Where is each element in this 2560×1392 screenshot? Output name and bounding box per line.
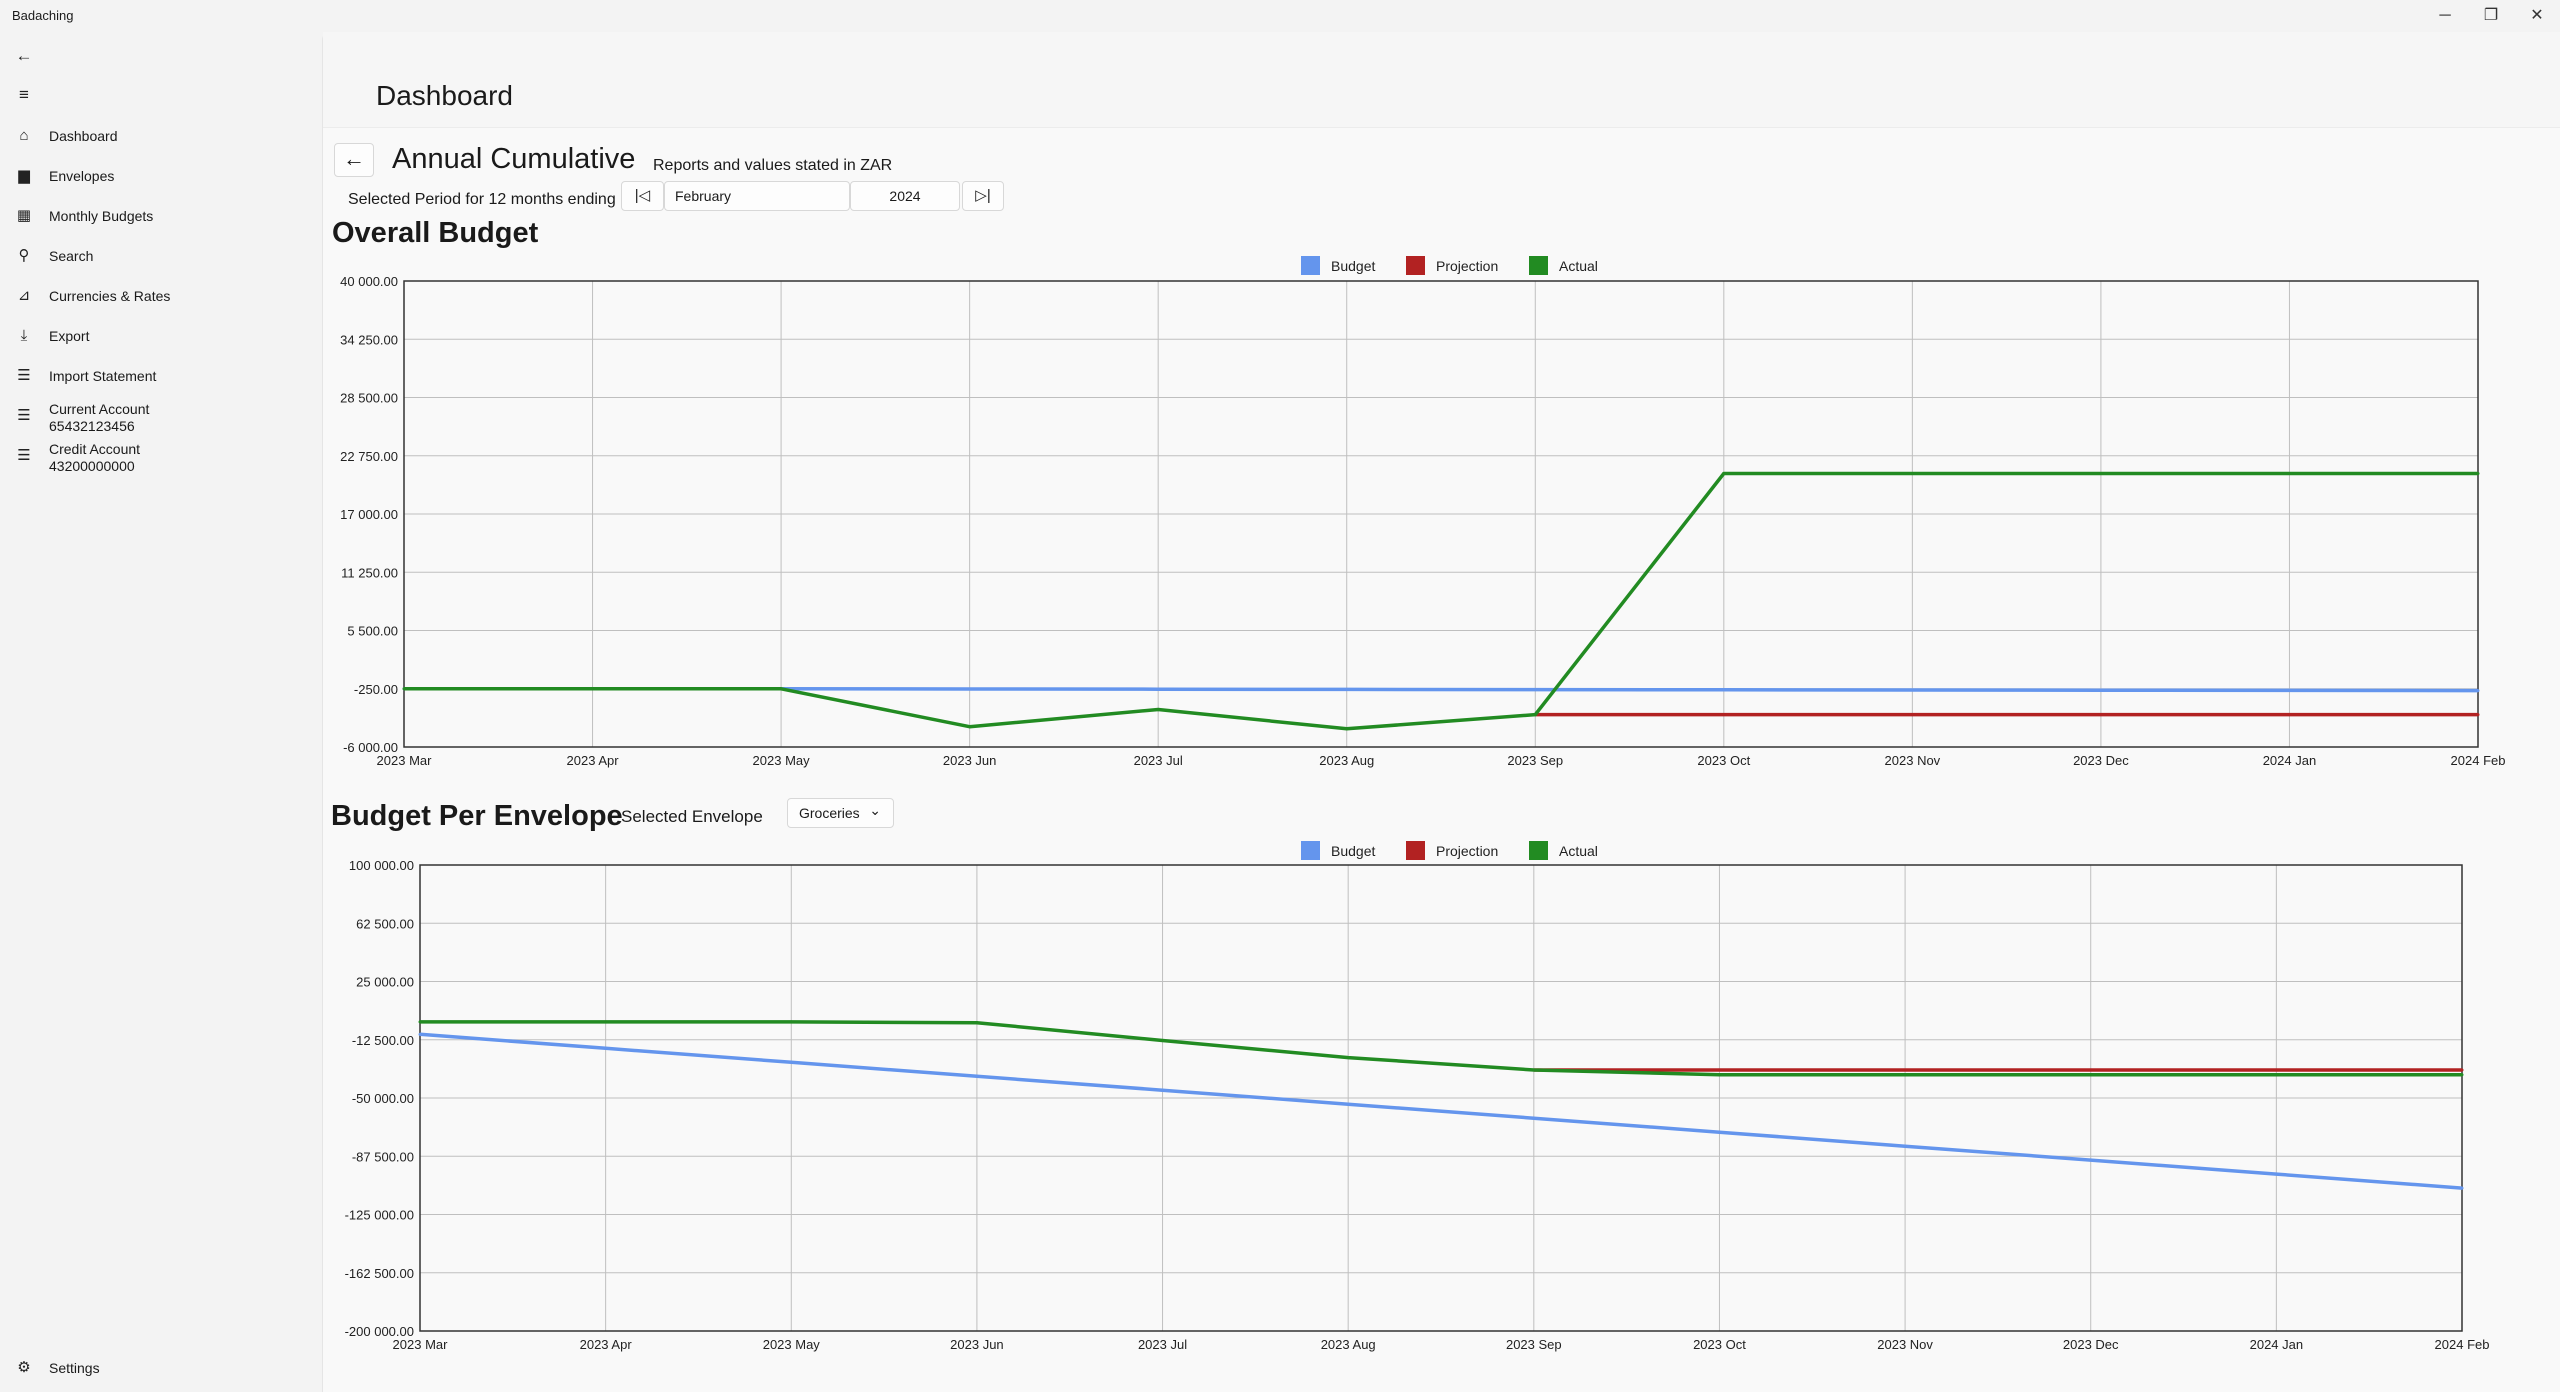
nav-item-label: Monthly Budgets [49,208,154,224]
page-header: Dashboard [323,32,2560,128]
nav-item-label: Credit Account [49,441,141,457]
nav-item-label: Currencies & Rates [49,288,171,304]
close-button[interactable]: ✕ [2530,7,2544,24]
chart-icon: ⊿ [17,287,31,304]
envelope-dropdown[interactable]: Groceries ⌄ [787,798,894,828]
nav-item-envelopes[interactable]: ▆ Envelopes [0,156,320,196]
nav-item-current-account[interactable]: ☰ Current Account 65432123456 [0,396,320,436]
gear-icon: ⚙ [17,1359,31,1376]
main-content: Dashboard [322,32,2560,1392]
account-number: 43200000000 [49,458,135,474]
search-icon: ⚲ [18,247,30,264]
report-title: Annual Cumulative [392,143,636,175]
account-number: 65432123456 [49,418,135,434]
list-icon: ☰ [17,407,31,424]
skip-forward-icon: ▷| [975,187,991,204]
home-icon: ⌂ [19,127,29,144]
app-title: Badaching [12,8,74,23]
month-selector[interactable]: February [664,181,850,211]
page-title: Dashboard [376,80,513,111]
nav-item-credit-account[interactable]: ☰ Credit Account 43200000000 [0,436,320,476]
currency-note: Reports and values stated in ZAR [653,157,893,174]
nav-item-import-statement[interactable]: ☰ Import Statement [0,356,320,396]
report-back-button[interactable]: ← [334,143,374,177]
checklist-icon: ☰ [17,367,31,384]
nav-item-label: Envelopes [49,168,115,184]
nav-item-search[interactable]: ⚲ Search [0,236,320,276]
year-value: 2024 [889,188,921,204]
first-period-button[interactable]: |◁ [621,181,664,211]
nav-item-label: Settings [49,1360,100,1376]
back-arrow-icon[interactable]: ← [15,46,33,65]
nav-item-label: Import Statement [49,368,157,384]
restore-button[interactable]: ❐ [2483,7,2499,24]
month-value: February [675,188,732,204]
nav-item-currencies-rates[interactable]: ⊿ Currencies & Rates [0,276,320,316]
nav-item-settings[interactable]: ⚙ Settings [0,1348,320,1388]
calculator-icon: ▦ [16,207,32,224]
nav-item-export[interactable]: ⤓ Export [0,316,320,356]
year-input[interactable]: 2024 [850,181,960,211]
list-icon: ☰ [17,447,31,464]
envelope-budget-title: Budget Per Envelope [331,800,623,832]
nav-item-label: Current Account [49,401,150,417]
last-period-button[interactable]: ▷| [962,181,1004,211]
envelope-selected-value: Groceries [799,805,860,821]
nav-item-label: Export [49,328,90,344]
minimize-button[interactable]: ─ [2439,7,2451,24]
back-arrow-icon: ← [343,146,365,171]
title-bar: Badaching ─ ❐ ✕ [0,0,2560,32]
nav-item-label: Dashboard [49,128,118,144]
sidebar: ← ≡ ⌂ Dashboard ▆ Envelopes ▦ Monthly Bu… [0,32,320,1392]
period-label: Selected Period for 12 months ending [348,191,616,208]
overall-budget-title: Overall Budget [332,217,539,249]
envelope-selector-label: Selected Envelope [621,807,763,826]
nav-item-monthly-budgets[interactable]: ▦ Monthly Budgets [0,196,320,236]
download-icon: ⤓ [20,327,28,344]
skip-back-icon: |◁ [634,187,651,204]
folder-icon: ▆ [18,167,30,184]
chevron-down-icon: ⌄ [869,802,881,818]
nav-item-label: Search [49,248,94,264]
nav-item-dashboard[interactable]: ⌂ Dashboard [0,116,320,156]
hamburger-menu-icon[interactable]: ≡ [19,85,29,104]
